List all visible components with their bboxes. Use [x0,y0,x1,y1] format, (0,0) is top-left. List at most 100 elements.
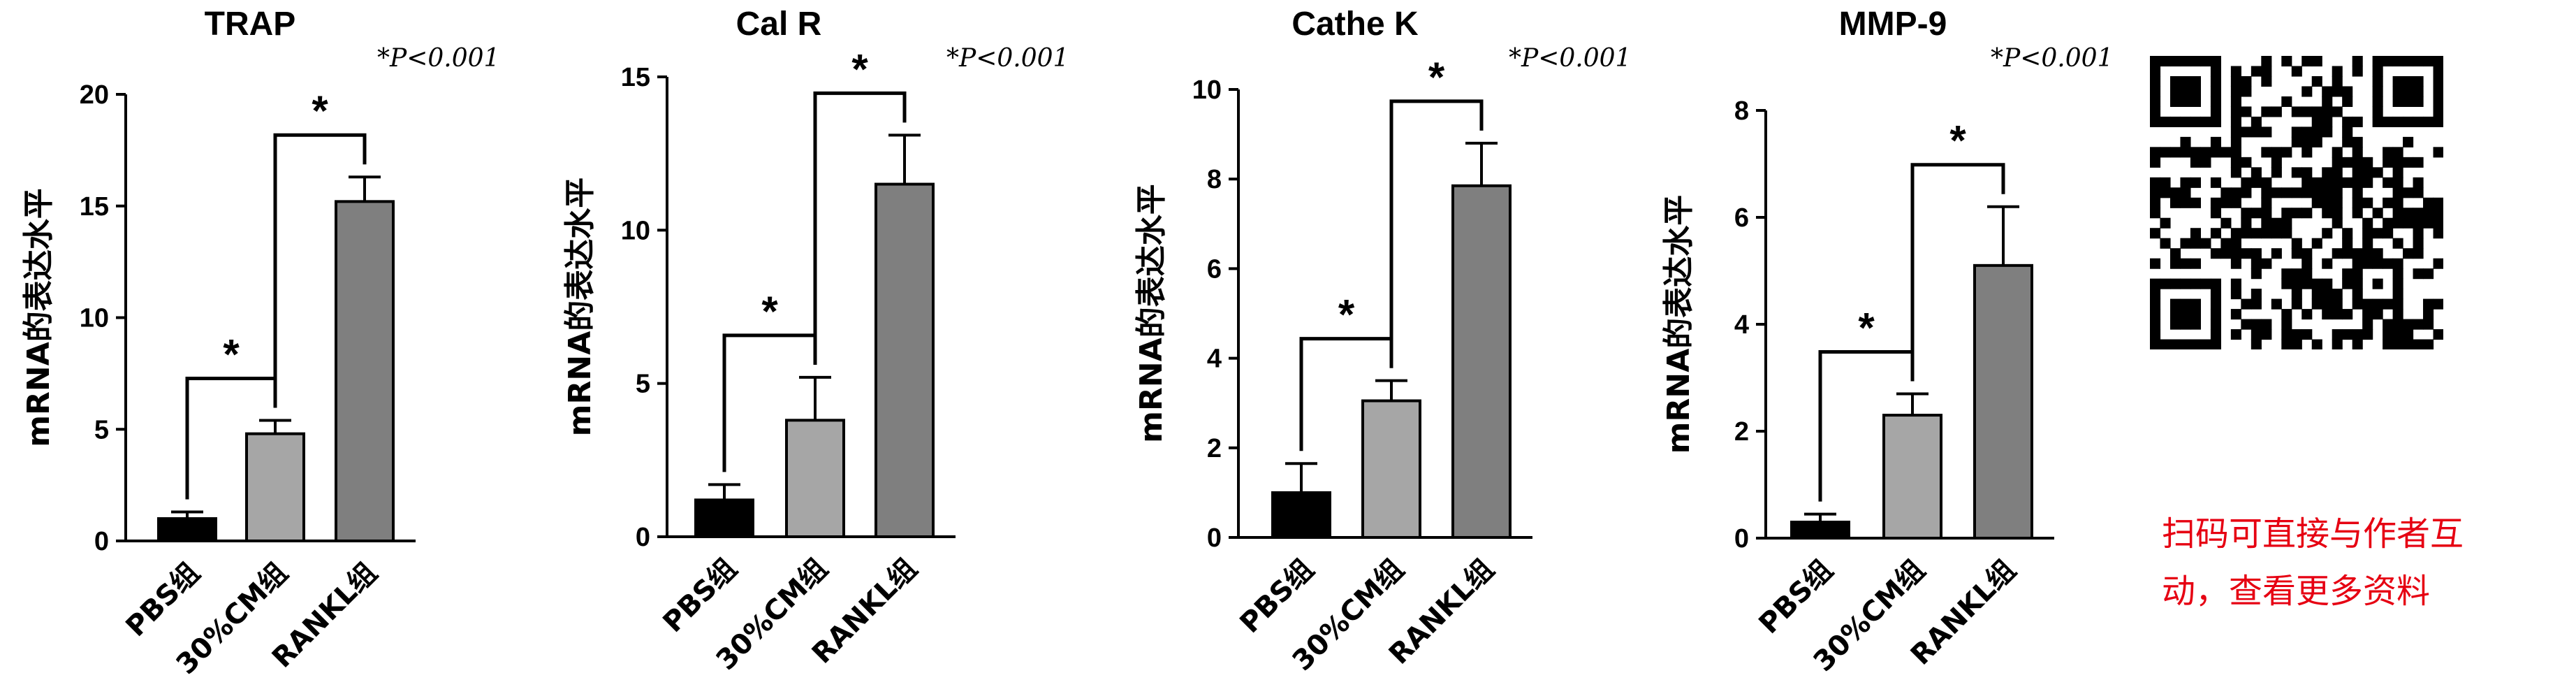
y-tick-label: 5 [94,415,109,444]
qr-module [2251,329,2262,340]
category-label-1: PBS组 [1753,554,1839,640]
qr-module [2230,228,2241,239]
qr-module [2423,319,2434,330]
y-tick-label: 8 [1207,165,1222,194]
qr-module [2291,66,2302,77]
qr-module [2210,197,2221,208]
qr-module [2383,319,2394,330]
qr-module [2301,278,2313,289]
qr-module [2230,329,2241,340]
qr-module [2180,197,2191,208]
qr-module [2210,75,2221,87]
y-tick-label: 4 [1734,310,1749,340]
qr-module [2251,339,2262,349]
qr-module [2311,289,2322,300]
qr-module [2261,177,2272,188]
qr-module [2342,329,2353,340]
y-tick-label: 2 [1207,434,1222,463]
qr-module [2332,167,2343,178]
qr-module [2332,309,2343,320]
qr-module [2332,177,2343,188]
qr-module [2423,208,2434,219]
qr-module [2251,66,2262,77]
qr-module [2383,56,2394,67]
qr-module [2311,106,2322,117]
qr-module [2322,126,2333,138]
qr-module [2332,197,2343,208]
qr-module [2392,157,2403,168]
qr-module [2392,96,2403,108]
qr-module [2372,248,2383,259]
qr-module [2230,238,2241,249]
qr-module [2311,177,2322,188]
qr-module [2423,339,2434,349]
qr-module [2200,278,2211,289]
significance-note: *P<0.001 [946,44,1069,73]
qr-module [2352,197,2363,208]
qr-module [2230,278,2241,289]
qr-module [2392,75,2403,87]
qr-code-image[interactable] [2150,56,2443,349]
qr-module [2190,116,2202,127]
category-label-1: PBS组 [120,557,206,643]
qr-module [2301,177,2313,188]
qr-module [2301,167,2313,178]
qr-module [2281,228,2292,239]
qr-module [2190,147,2202,158]
qr-module [2169,96,2181,108]
qr-module [2423,309,2434,320]
qr-caption-line-1: 扫码可直接与作者互 [2162,514,2464,554]
qr-module [2241,298,2252,310]
qr-module [2372,75,2383,87]
qr-module [2210,329,2221,340]
qr-module [2169,56,2181,67]
category-label-1: PBS组 [1234,554,1320,639]
qr-module [2392,329,2403,340]
qr-module [2261,75,2272,87]
qr-module [2392,197,2403,208]
qr-module [2311,197,2322,208]
qr-module [2433,228,2443,239]
qr-module [2241,86,2252,97]
qr-module [2210,86,2221,97]
qr-module [2322,228,2333,239]
significance-star-1: * [1858,304,1875,351]
qr-module [2220,187,2232,198]
qr-module [2230,116,2241,127]
qr-module [2150,66,2161,77]
qr-module [2291,136,2302,147]
qr-module [2352,258,2363,269]
qr-module [2210,248,2221,259]
qr-module [2403,75,2414,87]
bar-1 [1271,491,1331,540]
qr-module [2392,339,2403,349]
qr-module [2150,106,2161,117]
qr-module [2180,238,2191,249]
qr-module [2372,86,2383,97]
qr-module [2433,116,2443,127]
qr-module [2332,289,2343,300]
qr-module [2190,238,2202,249]
qr-module [2281,278,2292,289]
qr-module [2271,157,2282,168]
qr-module [2423,268,2434,280]
qr-module [2322,278,2333,289]
qr-module [2150,187,2161,198]
qr-module [2220,238,2232,249]
qr-module [2291,126,2302,138]
qr-module [2230,167,2241,178]
qr-module [2413,56,2424,67]
qr-module [2160,339,2171,349]
qr-module [2311,238,2322,249]
y-tick-label: 6 [1207,254,1222,284]
qr-module [2342,86,2353,97]
qr-module [2301,126,2313,138]
qr-module [2311,298,2322,310]
qr-module [2383,329,2394,340]
qr-module [2281,56,2292,67]
qr-module [2311,56,2322,67]
qr-module [2169,187,2181,198]
qr-module [2413,228,2424,239]
qr-module [2230,126,2241,138]
qr-module [2241,157,2252,168]
